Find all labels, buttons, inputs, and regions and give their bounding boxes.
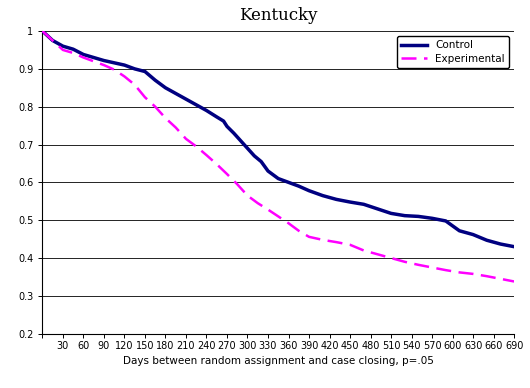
Experimental [320, 237, 326, 242]
Experimental [70, 51, 76, 55]
Experimental [470, 272, 476, 276]
Control [415, 214, 421, 219]
Experimental [39, 29, 46, 33]
Experimental [511, 279, 517, 284]
Experimental [402, 260, 408, 264]
Experimental [60, 48, 66, 52]
Control [258, 159, 264, 164]
Experimental [306, 234, 312, 239]
Control [251, 154, 258, 158]
Control [193, 102, 199, 107]
Control [388, 211, 394, 216]
Control [237, 139, 244, 143]
Control [183, 97, 189, 102]
Experimental [173, 125, 179, 130]
Experimental [131, 82, 138, 87]
Control [470, 232, 476, 237]
Title: Kentucky: Kentucky [239, 7, 317, 24]
Experimental [347, 242, 353, 247]
Experimental [333, 240, 340, 244]
X-axis label: Days between random assignment and case closing, p=.05: Days between random assignment and case … [123, 356, 434, 366]
Line: Control: Control [42, 31, 514, 247]
Experimental [254, 201, 261, 206]
Control [497, 242, 504, 246]
Experimental [415, 263, 421, 267]
Control [224, 124, 230, 129]
Experimental [214, 162, 220, 166]
Control [70, 47, 76, 52]
Control [265, 169, 271, 173]
Experimental [193, 144, 199, 149]
Experimental [101, 63, 107, 68]
Control [443, 218, 449, 223]
Control [121, 63, 128, 68]
Control [320, 193, 326, 198]
Control [142, 69, 148, 74]
Experimental [224, 172, 230, 177]
Control [152, 78, 158, 83]
Experimental [91, 59, 97, 64]
Control [60, 44, 66, 48]
Control [91, 55, 97, 60]
Line: Experimental: Experimental [42, 31, 514, 281]
Legend: Control, Experimental: Control, Experimental [396, 36, 509, 68]
Control [101, 58, 107, 63]
Experimental [497, 277, 504, 281]
Control [456, 229, 463, 233]
Control [49, 38, 56, 43]
Experimental [483, 274, 490, 279]
Control [374, 206, 381, 211]
Experimental [429, 265, 435, 270]
Control [162, 85, 169, 90]
Experimental [456, 270, 463, 275]
Experimental [388, 256, 394, 260]
Control [231, 131, 237, 135]
Control [80, 52, 86, 57]
Experimental [121, 74, 128, 79]
Control [296, 184, 302, 189]
Control [347, 200, 353, 204]
Control [402, 213, 408, 218]
Experimental [265, 207, 271, 212]
Experimental [285, 221, 292, 225]
Control [511, 244, 517, 249]
Control [131, 66, 138, 71]
Experimental [360, 248, 367, 253]
Control [220, 119, 227, 123]
Experimental [296, 229, 302, 233]
Control [306, 188, 312, 193]
Control [244, 146, 251, 151]
Experimental [142, 95, 148, 100]
Experimental [80, 55, 86, 60]
Experimental [443, 268, 449, 272]
Control [204, 108, 210, 113]
Control [111, 61, 117, 65]
Experimental [162, 116, 169, 120]
Experimental [244, 193, 251, 198]
Experimental [374, 252, 381, 256]
Control [285, 180, 292, 185]
Control [39, 29, 46, 33]
Experimental [275, 214, 281, 219]
Control [173, 91, 179, 96]
Experimental [49, 38, 56, 43]
Experimental [234, 182, 241, 187]
Control [275, 176, 281, 181]
Control [214, 114, 220, 119]
Control [429, 216, 435, 221]
Experimental [152, 104, 158, 109]
Experimental [183, 137, 189, 141]
Experimental [204, 153, 210, 158]
Control [333, 197, 340, 202]
Control [483, 238, 490, 242]
Control [360, 202, 367, 207]
Experimental [111, 67, 117, 72]
